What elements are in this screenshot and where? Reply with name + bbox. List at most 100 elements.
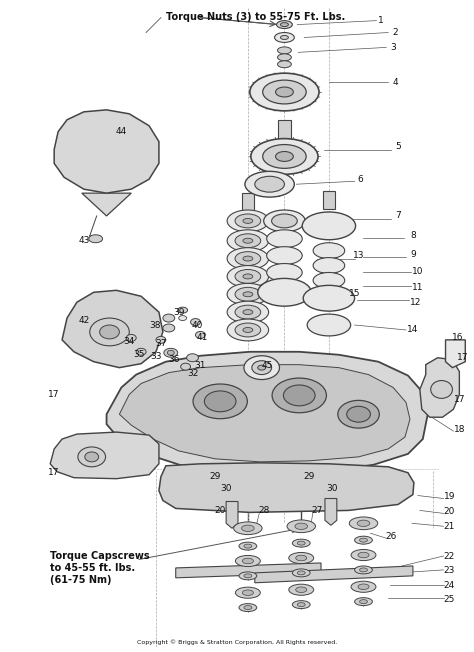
Ellipse shape (360, 600, 367, 604)
Text: 32: 32 (187, 369, 198, 378)
Ellipse shape (357, 520, 370, 526)
Polygon shape (82, 193, 131, 216)
Ellipse shape (281, 23, 288, 27)
Ellipse shape (338, 400, 379, 428)
Ellipse shape (276, 21, 292, 29)
Polygon shape (325, 499, 337, 526)
Polygon shape (159, 463, 414, 512)
Text: 17: 17 (48, 390, 60, 399)
Ellipse shape (320, 261, 338, 270)
Text: 40: 40 (192, 321, 203, 329)
Ellipse shape (235, 323, 261, 337)
Text: 45: 45 (262, 361, 273, 370)
Ellipse shape (163, 324, 175, 332)
Ellipse shape (239, 572, 257, 580)
Ellipse shape (235, 305, 261, 319)
Ellipse shape (239, 604, 257, 612)
Ellipse shape (281, 237, 288, 241)
Ellipse shape (227, 319, 269, 341)
Ellipse shape (277, 289, 292, 296)
Ellipse shape (360, 568, 367, 572)
Ellipse shape (320, 276, 338, 285)
Ellipse shape (252, 361, 272, 375)
Ellipse shape (325, 278, 333, 282)
Text: 8: 8 (410, 231, 416, 241)
Polygon shape (54, 110, 159, 193)
Ellipse shape (78, 447, 106, 467)
Ellipse shape (431, 381, 453, 398)
Ellipse shape (243, 310, 253, 315)
Ellipse shape (264, 181, 275, 187)
Ellipse shape (325, 248, 333, 252)
Ellipse shape (239, 542, 257, 550)
Ellipse shape (313, 290, 345, 306)
Ellipse shape (302, 212, 356, 240)
Ellipse shape (305, 379, 313, 384)
Ellipse shape (297, 541, 305, 545)
Ellipse shape (195, 331, 205, 338)
Text: 1: 1 (378, 16, 384, 25)
Text: 20: 20 (215, 506, 226, 515)
Ellipse shape (242, 558, 254, 564)
Ellipse shape (235, 288, 261, 301)
Ellipse shape (323, 295, 335, 301)
Ellipse shape (264, 210, 305, 232)
Text: 10: 10 (412, 267, 424, 276)
Ellipse shape (243, 292, 253, 297)
Bar (242, 193, 254, 211)
Text: 19: 19 (444, 492, 455, 501)
Text: 22: 22 (444, 552, 455, 561)
Ellipse shape (181, 363, 191, 370)
Ellipse shape (251, 139, 318, 174)
Text: 39: 39 (173, 308, 184, 317)
Text: 25: 25 (444, 595, 455, 604)
Ellipse shape (297, 571, 305, 575)
Ellipse shape (243, 505, 253, 511)
Ellipse shape (235, 214, 261, 228)
Text: to 45-55 ft. lbs.: to 45-55 ft. lbs. (50, 563, 136, 573)
Ellipse shape (280, 218, 290, 224)
Ellipse shape (167, 350, 174, 355)
Text: (61-75 Nm): (61-75 Nm) (50, 575, 112, 585)
Ellipse shape (172, 445, 180, 449)
Ellipse shape (255, 176, 284, 192)
Bar (277, 120, 292, 141)
Text: 5: 5 (395, 142, 401, 151)
Ellipse shape (296, 503, 306, 509)
Ellipse shape (193, 384, 247, 419)
Text: 30: 30 (326, 484, 337, 493)
Ellipse shape (295, 523, 308, 529)
Ellipse shape (227, 210, 269, 232)
Ellipse shape (292, 600, 310, 608)
Ellipse shape (235, 252, 261, 265)
Ellipse shape (274, 33, 294, 42)
Polygon shape (255, 566, 413, 583)
Ellipse shape (272, 378, 327, 413)
Ellipse shape (316, 318, 342, 332)
Ellipse shape (355, 536, 373, 544)
Ellipse shape (275, 87, 293, 97)
Ellipse shape (277, 54, 292, 61)
Text: 6: 6 (358, 175, 364, 184)
Ellipse shape (312, 217, 346, 235)
Ellipse shape (313, 243, 345, 259)
Polygon shape (226, 501, 238, 528)
Ellipse shape (297, 602, 305, 606)
Ellipse shape (156, 336, 166, 344)
Text: 28: 28 (258, 506, 269, 515)
Text: 36: 36 (168, 355, 180, 364)
Ellipse shape (244, 356, 280, 379)
Ellipse shape (281, 271, 288, 274)
Ellipse shape (263, 80, 306, 104)
Ellipse shape (243, 218, 253, 224)
Ellipse shape (360, 538, 367, 542)
Ellipse shape (268, 284, 301, 301)
Text: Torque Nuts (3) to 55-75 Ft. Lbs.: Torque Nuts (3) to 55-75 Ft. Lbs. (166, 12, 345, 22)
Text: 17: 17 (456, 353, 468, 363)
Ellipse shape (277, 47, 292, 54)
Polygon shape (446, 340, 465, 368)
Text: 17: 17 (48, 468, 60, 477)
Polygon shape (62, 290, 163, 368)
Ellipse shape (243, 274, 253, 279)
Ellipse shape (136, 348, 146, 355)
